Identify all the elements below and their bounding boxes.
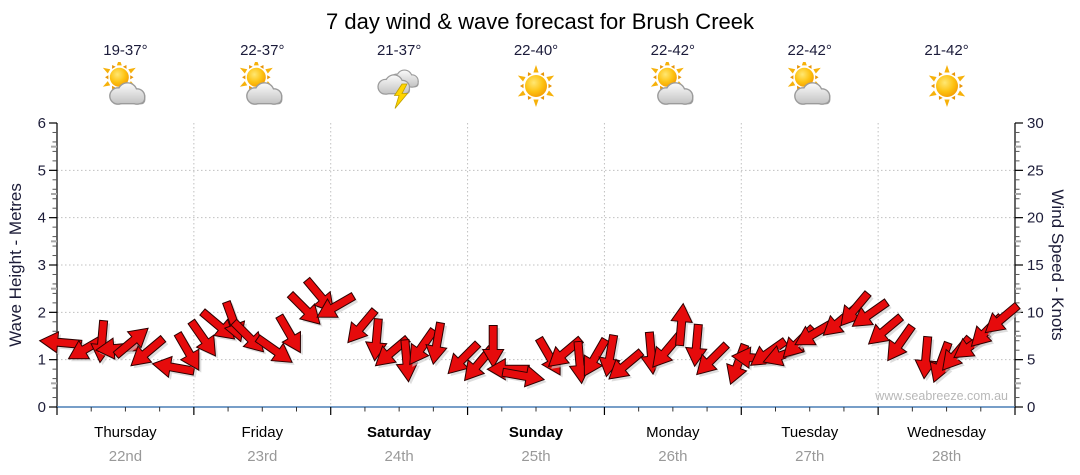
- temperature-range: 22-42°: [787, 42, 832, 59]
- wind-arrow: [481, 325, 505, 369]
- left-axis-tick-label: 4: [38, 210, 46, 227]
- temperature-range: 22-40°: [513, 42, 559, 59]
- right-axis-tick-label: 10: [1027, 304, 1044, 321]
- forecast-day: 22-37°: [202, 42, 322, 110]
- temperature-range: 21-42°: [924, 42, 969, 59]
- left-axis-tick-label: 3: [38, 257, 46, 274]
- x-axis-day-label: Friday: [241, 424, 283, 441]
- left-axis-tick-label: 1: [38, 352, 46, 369]
- sun-cloud-icon: [750, 58, 870, 110]
- x-axis-date-label: 24th: [385, 448, 414, 465]
- x-axis-date-label: 26th: [658, 448, 687, 465]
- wind-arrow: [112, 327, 149, 359]
- right-axis-tick-label: 30: [1027, 115, 1044, 132]
- wind-arrow: [851, 298, 890, 327]
- forecast-day: 21-42°: [887, 42, 1007, 110]
- temperature-range: 22-42°: [650, 42, 696, 59]
- wind-arrow: [173, 331, 200, 371]
- wind-arrow: [652, 331, 684, 368]
- wind-arrow: [275, 313, 301, 354]
- right-axis-tick-label: 5: [1027, 352, 1035, 369]
- right-axis-tick-label: 15: [1027, 257, 1044, 274]
- left-axis-tick-label: 2: [38, 304, 46, 321]
- left-axis-tick-label: 0: [38, 399, 46, 416]
- sun-cloud-icon: [65, 58, 185, 110]
- forecast-day: 22-42°: [613, 42, 733, 110]
- right-axis-tick-label: 0: [1027, 399, 1035, 416]
- left-axis-tick-label: 5: [38, 162, 46, 179]
- wind-arrow: [887, 323, 916, 362]
- watermark: www.seabreeze.com.au: [874, 389, 1008, 403]
- wind-arrow: [501, 365, 546, 388]
- wind-arrow: [425, 321, 448, 366]
- wind-arrow: [447, 340, 482, 375]
- x-axis-date-label: 28th: [932, 448, 961, 465]
- right-axis-tick-label: 20: [1027, 210, 1044, 227]
- temperature-range: 21-37°: [376, 42, 422, 59]
- wind-arrow: [696, 341, 730, 376]
- sun-icon: [887, 62, 1007, 110]
- x-axis-date-label: 27th: [795, 448, 824, 465]
- right-axis-tick-label: 25: [1027, 162, 1044, 179]
- wind-arrow: [608, 348, 645, 380]
- x-axis-day-label: Tuesday: [781, 424, 838, 441]
- forecast-day: 22-40°: [476, 42, 596, 110]
- x-axis-date-label: 25th: [521, 448, 550, 465]
- temperature-range: 22-37°: [240, 42, 285, 59]
- x-axis-day-label: Wednesday: [907, 424, 986, 441]
- temperature-range: 19-37°: [103, 42, 148, 59]
- x-axis-day-label: Saturday: [367, 424, 432, 441]
- wind-arrow: [230, 318, 265, 353]
- x-axis-date-label: 22nd: [109, 448, 142, 465]
- x-axis-day-label: Monday: [646, 424, 700, 441]
- wind-arrow: [409, 327, 438, 366]
- x-axis-date-label: 23rd: [247, 448, 277, 465]
- wind-arrow: [867, 313, 905, 345]
- storm-icon: [339, 62, 459, 110]
- wind-arrow: [187, 318, 217, 357]
- x-axis-day-label: Thursday: [94, 424, 157, 441]
- wind-arrow: [254, 334, 293, 363]
- wind-arrow: [38, 330, 83, 354]
- forecast-day: 22-42°: [750, 42, 870, 110]
- sun-icon: [476, 62, 596, 110]
- wind-arrow: [840, 290, 872, 327]
- chart-title: 7 day wind & wave forecast for Brush Cre…: [326, 9, 754, 34]
- left-axis-tick-label: 6: [38, 115, 46, 132]
- x-axis-day-label: Sunday: [509, 424, 564, 441]
- wind-arrow: [286, 290, 321, 325]
- forecast-day: 21-37°: [339, 42, 459, 110]
- sun-cloud-icon: [202, 58, 322, 110]
- wind-arrow: [583, 336, 610, 377]
- wind-arrow: [130, 334, 167, 367]
- forecast-day: 19-37°: [65, 42, 185, 110]
- wind-arrow: [199, 308, 236, 340]
- wind-arrow: [670, 302, 693, 347]
- wind-arrow: [347, 307, 379, 344]
- wind-arrow: [316, 291, 357, 318]
- wind-arrow: [794, 319, 835, 346]
- sun-cloud-icon: [613, 58, 733, 110]
- wind-arrow: [984, 301, 1021, 334]
